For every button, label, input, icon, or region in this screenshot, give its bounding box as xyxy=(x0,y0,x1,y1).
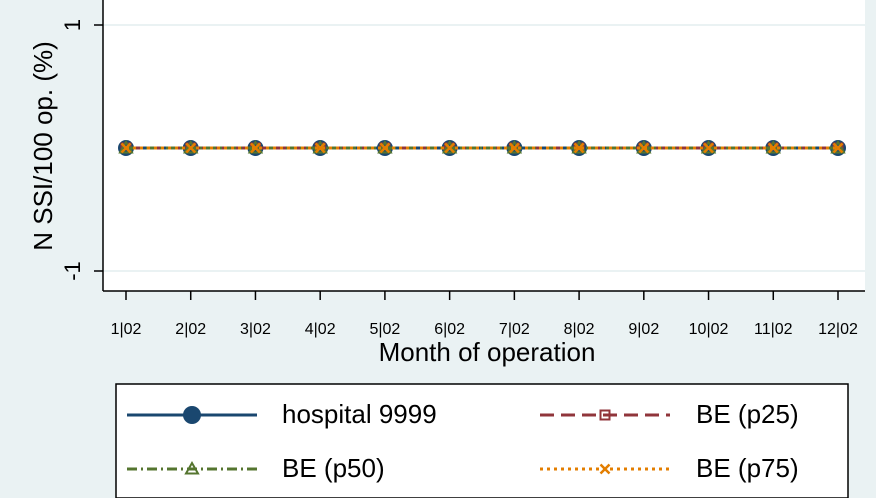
series-4 xyxy=(120,142,844,154)
series-layer xyxy=(118,139,846,156)
data-point xyxy=(444,142,456,154)
data-point xyxy=(832,142,844,154)
gridlines xyxy=(103,24,865,272)
data-point xyxy=(120,142,132,154)
data-point xyxy=(379,142,391,154)
legend-item-4: BE (p75) xyxy=(540,453,799,483)
data-point xyxy=(573,142,585,154)
x-tick-label: 4|02 xyxy=(305,321,336,338)
x-tick-label: 9|02 xyxy=(628,321,659,338)
legend-item-1: hospital 9999 xyxy=(127,399,437,429)
x-tick-label: 10|02 xyxy=(689,321,729,338)
data-point xyxy=(508,142,520,154)
legend-box xyxy=(115,383,849,498)
x-tick-label: 2|02 xyxy=(175,321,206,338)
x-tick-label: 3|02 xyxy=(240,321,271,338)
legend-label: BE (p75) xyxy=(696,453,799,483)
legend-item-3: BE (p50) xyxy=(127,453,385,483)
axes: 1 -1 1|02 2|02 3|02 4|02 5|02 6|02 7|02 8|02 9|02 1… xyxy=(60,0,865,338)
data-point xyxy=(767,142,779,154)
data-point xyxy=(700,139,717,154)
data-point xyxy=(314,142,326,154)
x-tick-label: 6|02 xyxy=(434,321,465,338)
x-tick-label: 5|02 xyxy=(369,321,400,338)
data-point xyxy=(703,142,714,154)
legend-label: hospital 9999 xyxy=(282,399,437,429)
data-point xyxy=(441,139,458,154)
y-tick-label: 1 xyxy=(60,19,85,31)
x-tick-label: 8|02 xyxy=(564,321,595,338)
legend-item-2: BE (p25) xyxy=(540,399,799,429)
y-tick-label: -1 xyxy=(60,261,85,281)
x-axis-label: Month of operation xyxy=(379,337,596,367)
x-tick-label: 1|02 xyxy=(111,321,142,338)
x-tick-label: 12|02 xyxy=(818,321,858,338)
data-point xyxy=(183,406,201,424)
legend-label: BE (p25) xyxy=(696,399,799,429)
y-axis-label: N SSI/100 op. (%) xyxy=(28,41,58,251)
legend: hospital 9999 BE (p25) BE (p50) BE (p75) xyxy=(115,383,849,498)
data-point xyxy=(599,409,611,421)
data-point xyxy=(185,142,197,154)
plot-area xyxy=(103,0,865,291)
data-point xyxy=(599,463,611,475)
data-point xyxy=(183,139,199,154)
data-point xyxy=(638,142,650,154)
data-point xyxy=(184,460,200,475)
legend-label: BE (p50) xyxy=(282,453,385,483)
data-point xyxy=(250,142,261,154)
x-tick-label: 11|02 xyxy=(754,321,793,338)
x-tick-label: 7|02 xyxy=(499,321,530,338)
